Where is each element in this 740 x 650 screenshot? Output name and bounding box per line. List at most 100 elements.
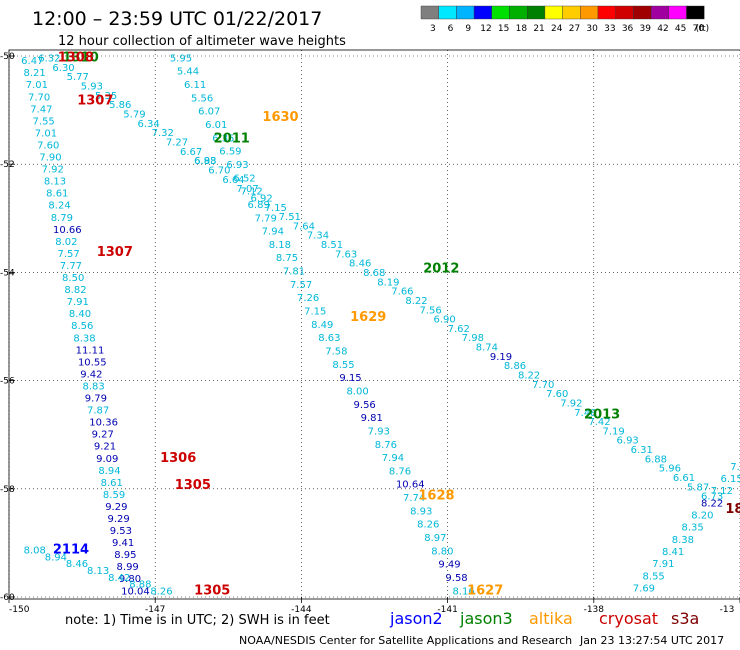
swh-value: 8.82: [64, 285, 86, 296]
swh-value: 8.20: [691, 511, 713, 522]
swh-value: 7.26: [297, 293, 319, 304]
swh-value: 5.93: [81, 81, 103, 92]
legend-swatch: [473, 5, 493, 20]
legend-swatch: [668, 5, 687, 20]
swh-value: 8.94: [45, 552, 67, 563]
legend-swatch: [633, 5, 652, 20]
swh-value: 8.42: [108, 573, 130, 584]
swh-value: 6.59: [219, 147, 241, 158]
swh-value: 5.79: [123, 109, 145, 120]
swh-value: 8.22: [518, 370, 540, 381]
jason3-track-upper: 6.326.305.775.935.355.865.796.347.327.27…: [38, 53, 216, 167]
swh-value: 8.55: [332, 360, 354, 371]
swh-value: 8.61: [46, 189, 68, 200]
swh-value: 8.56: [71, 321, 93, 332]
swh-value: 10.66: [53, 225, 82, 236]
swh-value: 8.95: [114, 550, 136, 561]
swh-value: 10.55: [78, 357, 107, 368]
swh-value: 9.49: [438, 560, 460, 571]
pass-time-label: 2012: [423, 261, 459, 276]
swh-value: 6.88: [194, 156, 216, 167]
swh-value: 7.69: [633, 584, 655, 595]
s3a-track-se: 6.55.186.606.906.697.737.256.157.128.228…: [633, 462, 740, 595]
swh-value: 8.55: [643, 571, 665, 582]
lat-tick-label: -52: [0, 160, 15, 170]
pass-time-label: 1307: [97, 245, 133, 260]
swh-value: 10.64: [396, 480, 425, 491]
swh-value: 8.13: [87, 566, 109, 577]
legend-jason3: jason3: [459, 609, 513, 628]
swh-value: 7.12: [240, 187, 262, 198]
swh-value: 7.91: [652, 559, 674, 570]
longitude-ticks: -150 -147 -144 -141 -138 -13: [8, 597, 740, 615]
swh-value: 7.93: [368, 426, 390, 437]
pass-time-label: 1310: [63, 50, 99, 65]
pass-time-label: 2011: [214, 132, 250, 147]
swh-value: 8.61: [101, 478, 123, 489]
swh-value: 8.26: [150, 586, 172, 597]
swh-value: 6.92: [251, 193, 273, 204]
swh-value: 7.15: [265, 203, 287, 214]
legend-label: 42: [657, 24, 668, 34]
swh-value: 8.93: [410, 506, 432, 517]
swh-value: 6.93: [617, 436, 639, 447]
swh-value: 9.56: [354, 400, 376, 411]
jason3-track-main: 6.886.706.647.076.927.157.517.647.348.51…: [194, 156, 723, 502]
legend-label: 27: [569, 24, 580, 34]
swh-value: 8.63: [318, 333, 340, 344]
pass-time-label: 1307: [77, 94, 113, 109]
swh-value: 7.79: [255, 213, 277, 224]
swh-value: 6.01: [205, 120, 227, 131]
swh-value: 9.42: [80, 369, 102, 380]
swh-value: 9.09: [96, 454, 118, 465]
swh-value: 7.94: [382, 453, 404, 464]
altika-track: 5.955.446.115.566.076.016.356.596.936.52…: [170, 53, 475, 597]
swh-value: 7.92: [560, 398, 582, 409]
pass-time-label: 1627: [467, 583, 503, 598]
swh-value: 7.90: [39, 153, 61, 164]
lon-tick-label: -147: [145, 605, 165, 615]
swh-value: 6.47: [21, 56, 43, 67]
swh-value: 7.70: [532, 380, 554, 391]
legend-label: 30: [586, 24, 598, 34]
swh-value: 7.32: [152, 128, 174, 139]
swh-value: 7.57: [58, 249, 80, 260]
swh-value: 7.12: [711, 486, 733, 497]
swh-value: 7.98: [462, 333, 484, 344]
swh-value: 8.13: [44, 177, 66, 188]
lat-tick-label: -56: [0, 377, 15, 387]
swh-value: 7.27: [166, 138, 188, 149]
swh-value: 8.99: [117, 562, 139, 573]
legend-label: 70: [693, 24, 705, 34]
swh-value: 6.52: [233, 173, 255, 184]
swh-value: 8.21: [23, 68, 45, 79]
swh-value: 6.11: [184, 80, 206, 91]
legend-label: 12: [480, 24, 491, 34]
swh-value: 7.15: [304, 307, 326, 318]
swh-value: 7.91: [67, 297, 89, 308]
swh-value: 6.32: [38, 53, 60, 64]
lon-tick-label: -138: [584, 605, 605, 615]
lat-tick-label: -54: [0, 268, 15, 278]
swh-value: 8.08: [24, 546, 46, 557]
pass-time-label: 1630: [262, 110, 298, 125]
legend-swatch: [456, 5, 475, 20]
swh-value: 7.42: [588, 417, 610, 428]
legend-swatch: [597, 5, 616, 20]
legend-altika: altika: [529, 609, 573, 628]
swh-value: 6.15: [721, 474, 740, 485]
legend-swatch: [615, 5, 634, 20]
legend-cryosat: cryosat: [599, 609, 658, 628]
swh-value: 9.27: [92, 430, 114, 441]
latitude-ticks: -50 -52 -54 -56 -58 -60: [0, 52, 15, 603]
swh-value: 6.70: [208, 166, 230, 177]
swh-value: 8.40: [69, 309, 91, 320]
swh-value: 8.50: [62, 273, 84, 284]
swh-value: 9.53: [110, 526, 132, 537]
legend-swatch: [491, 5, 510, 20]
swh-value: 8.80: [431, 546, 453, 557]
swh-value: 9.29: [107, 514, 129, 525]
swh-value: 5.56: [191, 93, 213, 104]
legend-swatch: [580, 5, 599, 20]
swh-value: 6.73: [701, 492, 723, 503]
